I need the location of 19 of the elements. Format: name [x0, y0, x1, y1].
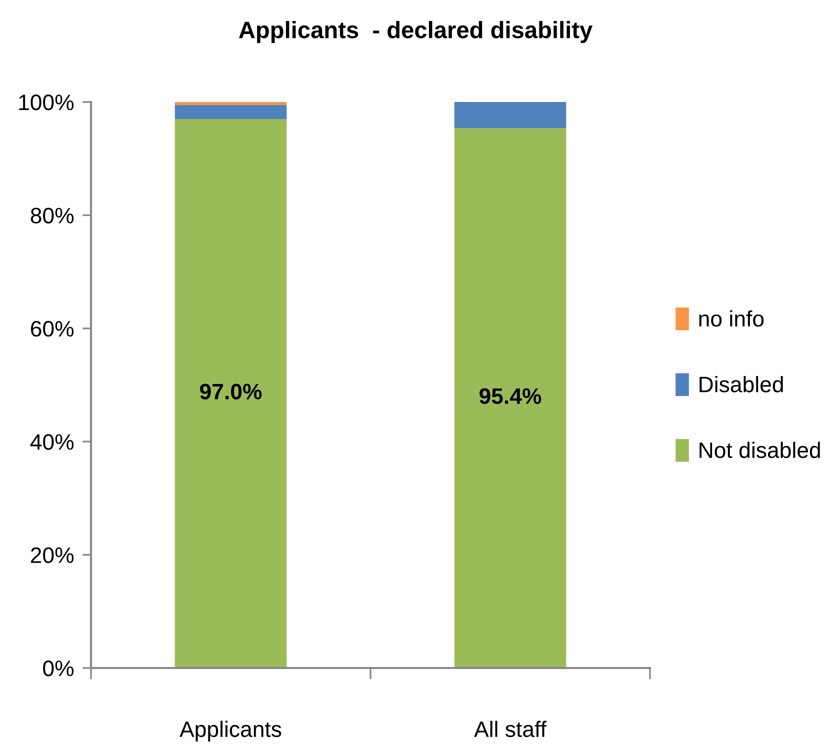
y-tick-label: 60% — [30, 320, 74, 337]
chart-title: Applicants - declared disability — [238, 20, 593, 44]
bar — [174, 118, 287, 668]
legend-label: Disabled — [700, 376, 783, 392]
data-label: 97.0% — [200, 384, 262, 400]
legend-label: Not disabled — [700, 442, 820, 458]
y-tick-label: 20% — [30, 547, 74, 564]
y-tick-label: 80% — [30, 208, 74, 224]
bar — [174, 104, 287, 119]
y-tick-label: 0% — [43, 660, 74, 676]
x-tick-label: All staff — [474, 720, 547, 738]
data-label: 95.4% — [480, 388, 542, 404]
bar — [174, 102, 287, 105]
legend-label: no info — [699, 310, 764, 327]
bar — [454, 128, 566, 668]
y-tick-label: 100% — [19, 94, 74, 110]
y-tick-label: 40% — [30, 434, 74, 450]
bar — [454, 102, 566, 128]
x-tick-label: Applicants — [180, 720, 282, 742]
